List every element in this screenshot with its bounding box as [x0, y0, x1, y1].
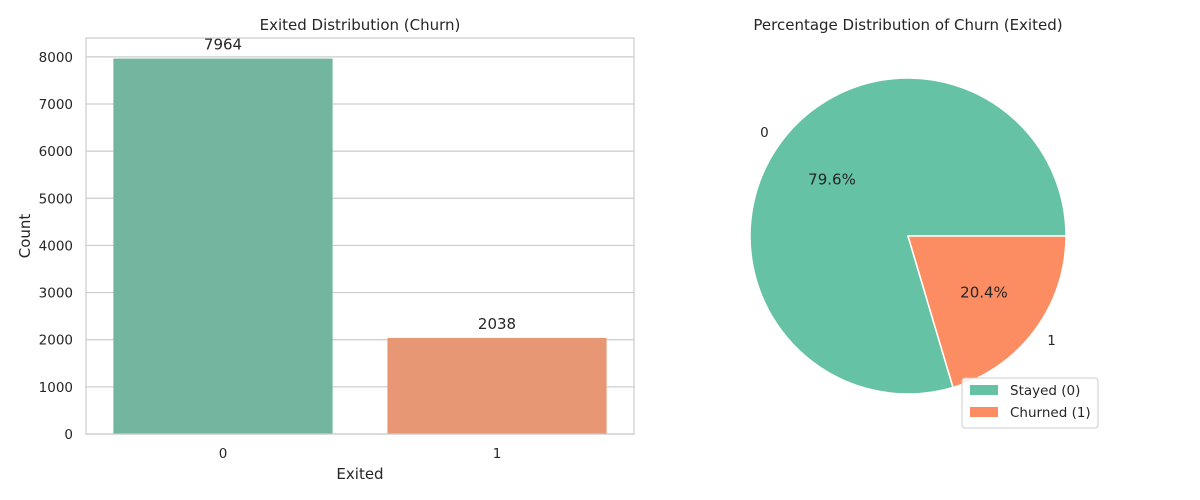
legend-entry-label: Stayed (0)	[1010, 383, 1080, 399]
bar-1	[387, 337, 607, 434]
pie-chart: Percentage Distribution of Churn (Exited…	[749, 16, 1099, 429]
bar-chart-title: Exited Distribution (Churn)	[260, 16, 461, 34]
pie-percent-label: 79.6%	[808, 170, 856, 188]
legend-entry-label: Churned (1)	[1010, 405, 1091, 421]
bar-y-axis-label: Count	[16, 214, 34, 259]
pie-chart-title: Percentage Distribution of Churn (Exited…	[753, 16, 1062, 34]
bar-plot-frame	[85, 37, 635, 435]
legend-swatch	[970, 385, 998, 395]
bar-y-tick-label: 3000	[39, 286, 73, 302]
bar-y-tick-label: 8000	[39, 50, 73, 66]
bar-value-labels: 7964 2038	[204, 36, 516, 333]
bar-y-tick-label: 0	[64, 427, 73, 443]
pie-category-label: 0	[760, 125, 769, 141]
pie-legend: Stayed (0) Churned (1)	[961, 377, 1099, 429]
bar-0	[113, 58, 333, 434]
bar-value-label: 2038	[478, 315, 516, 333]
bar-y-tick-label: 4000	[39, 238, 73, 254]
bar-y-tick-label: 5000	[39, 191, 73, 207]
bar-y-tick-label: 1000	[39, 380, 73, 396]
pie-slices	[749, 77, 1067, 395]
bar-y-tick-label: 6000	[39, 144, 73, 160]
bar-x-axis-label: Exited	[336, 465, 383, 483]
bar-y-tick-label: 7000	[39, 97, 73, 113]
pie-labels: 0 79.6% 1 20.4%	[760, 125, 1056, 349]
bar-x-tick-label: 0	[219, 446, 228, 462]
bar-y-tick-label: 2000	[39, 333, 73, 349]
pie-category-label: 1	[1047, 333, 1056, 349]
pie-percent-label: 20.4%	[960, 284, 1008, 302]
legend-swatch	[970, 407, 998, 417]
bar-series	[113, 58, 607, 434]
bar-value-label: 7964	[204, 36, 242, 54]
bar-x-tick-label: 1	[493, 446, 502, 462]
bar-y-tick-labels: 0 1000 2000 3000 4000 5000 6000 7000 8000	[39, 50, 73, 443]
